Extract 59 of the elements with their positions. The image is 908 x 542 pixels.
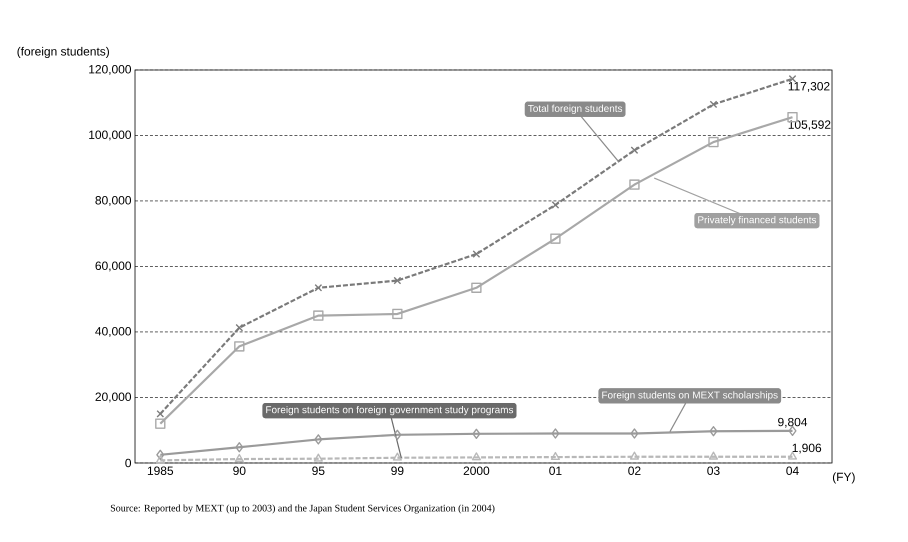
y-axis-title: (foreign students) bbox=[17, 46, 109, 58]
y-tick-label: 20,000 bbox=[96, 392, 132, 402]
data-label: 117,302 bbox=[788, 82, 830, 92]
point bbox=[550, 233, 561, 244]
x-tick-label: 02 bbox=[628, 466, 640, 475]
point bbox=[392, 452, 402, 461]
text: Privately financed students bbox=[698, 216, 816, 226]
x-tick-label: 2000 bbox=[464, 466, 490, 475]
point bbox=[156, 455, 165, 464]
point bbox=[472, 428, 480, 440]
x-axis-title: (FY) bbox=[832, 472, 855, 484]
y-tick-label: 60,000 bbox=[96, 262, 132, 272]
point bbox=[708, 452, 718, 460]
point bbox=[313, 310, 324, 321]
point bbox=[709, 426, 718, 436]
point bbox=[235, 442, 244, 452]
point bbox=[629, 179, 640, 190]
point bbox=[155, 418, 166, 429]
x-tick-label: 90 bbox=[233, 466, 246, 475]
text: Foreign students on MEXT scholarships bbox=[602, 391, 778, 400]
x-tick-label: 03 bbox=[707, 466, 720, 475]
point bbox=[552, 201, 560, 209]
point bbox=[472, 452, 481, 460]
point bbox=[630, 452, 640, 460]
point bbox=[550, 452, 560, 460]
x-tick-label: 01 bbox=[549, 466, 562, 475]
point bbox=[394, 276, 402, 284]
x-tick-label: 04 bbox=[786, 466, 799, 475]
y-tick-label: 120,000 bbox=[89, 65, 132, 75]
x-tick-label: 1985 bbox=[148, 466, 174, 475]
text: Foreign students on foreign government study programs bbox=[266, 406, 514, 416]
x-tick-label: 99 bbox=[391, 466, 404, 475]
source-note: Source: Reported by MEXT (up to 2003) and the Japan Student Services Organization (in 2004) bbox=[110, 504, 494, 514]
point bbox=[471, 282, 482, 293]
data-label: 1,906 bbox=[792, 444, 822, 454]
point bbox=[630, 428, 639, 439]
point bbox=[472, 250, 480, 258]
point bbox=[314, 284, 322, 292]
data-label: 9,804 bbox=[778, 418, 808, 428]
point bbox=[234, 341, 245, 352]
x-tick-label: 95 bbox=[312, 466, 324, 475]
point bbox=[630, 146, 638, 154]
y-tick-label: 0 bbox=[125, 458, 132, 468]
point bbox=[392, 308, 403, 320]
y-tick-label: 80,000 bbox=[95, 196, 132, 206]
point bbox=[708, 136, 719, 148]
y-tick-label: 40,000 bbox=[95, 327, 132, 337]
point bbox=[156, 410, 164, 418]
text: Total foreign students bbox=[528, 104, 622, 114]
point bbox=[314, 434, 322, 445]
point bbox=[393, 430, 402, 440]
y-tick-label: 100,000 bbox=[89, 130, 132, 140]
data-label: 105,592 bbox=[788, 120, 830, 130]
point bbox=[235, 324, 244, 332]
point bbox=[551, 428, 560, 439]
point bbox=[314, 454, 323, 462]
point bbox=[234, 454, 244, 462]
point bbox=[710, 100, 718, 108]
point bbox=[156, 450, 164, 460]
